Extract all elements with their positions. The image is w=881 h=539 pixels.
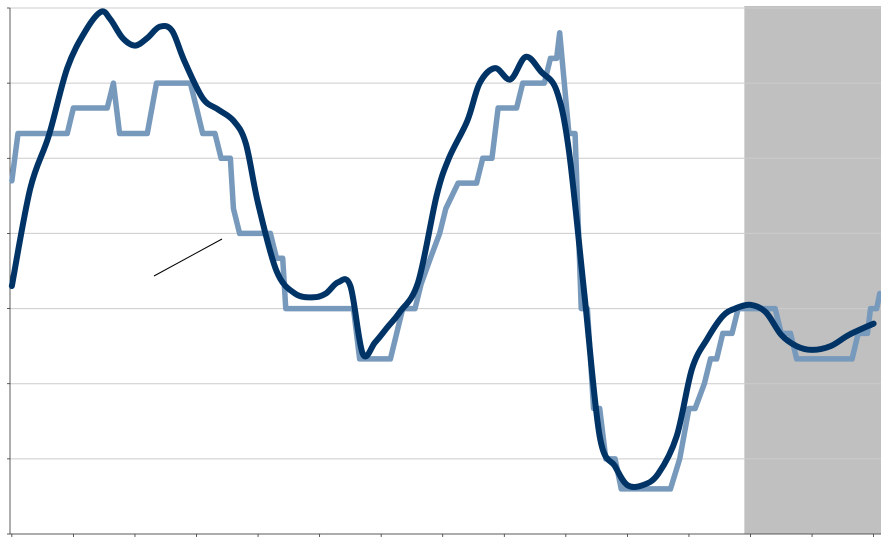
series-lines	[8, 8, 881, 492]
axes	[9, 8, 881, 535]
series-step-line	[9, 30, 881, 492]
axis-ticks	[7, 7, 875, 537]
shaded-region-layer	[744, 6, 881, 534]
annotation-leader-line	[153, 238, 223, 277]
shaded-region	[744, 6, 881, 534]
series-dark-line	[8, 8, 877, 491]
